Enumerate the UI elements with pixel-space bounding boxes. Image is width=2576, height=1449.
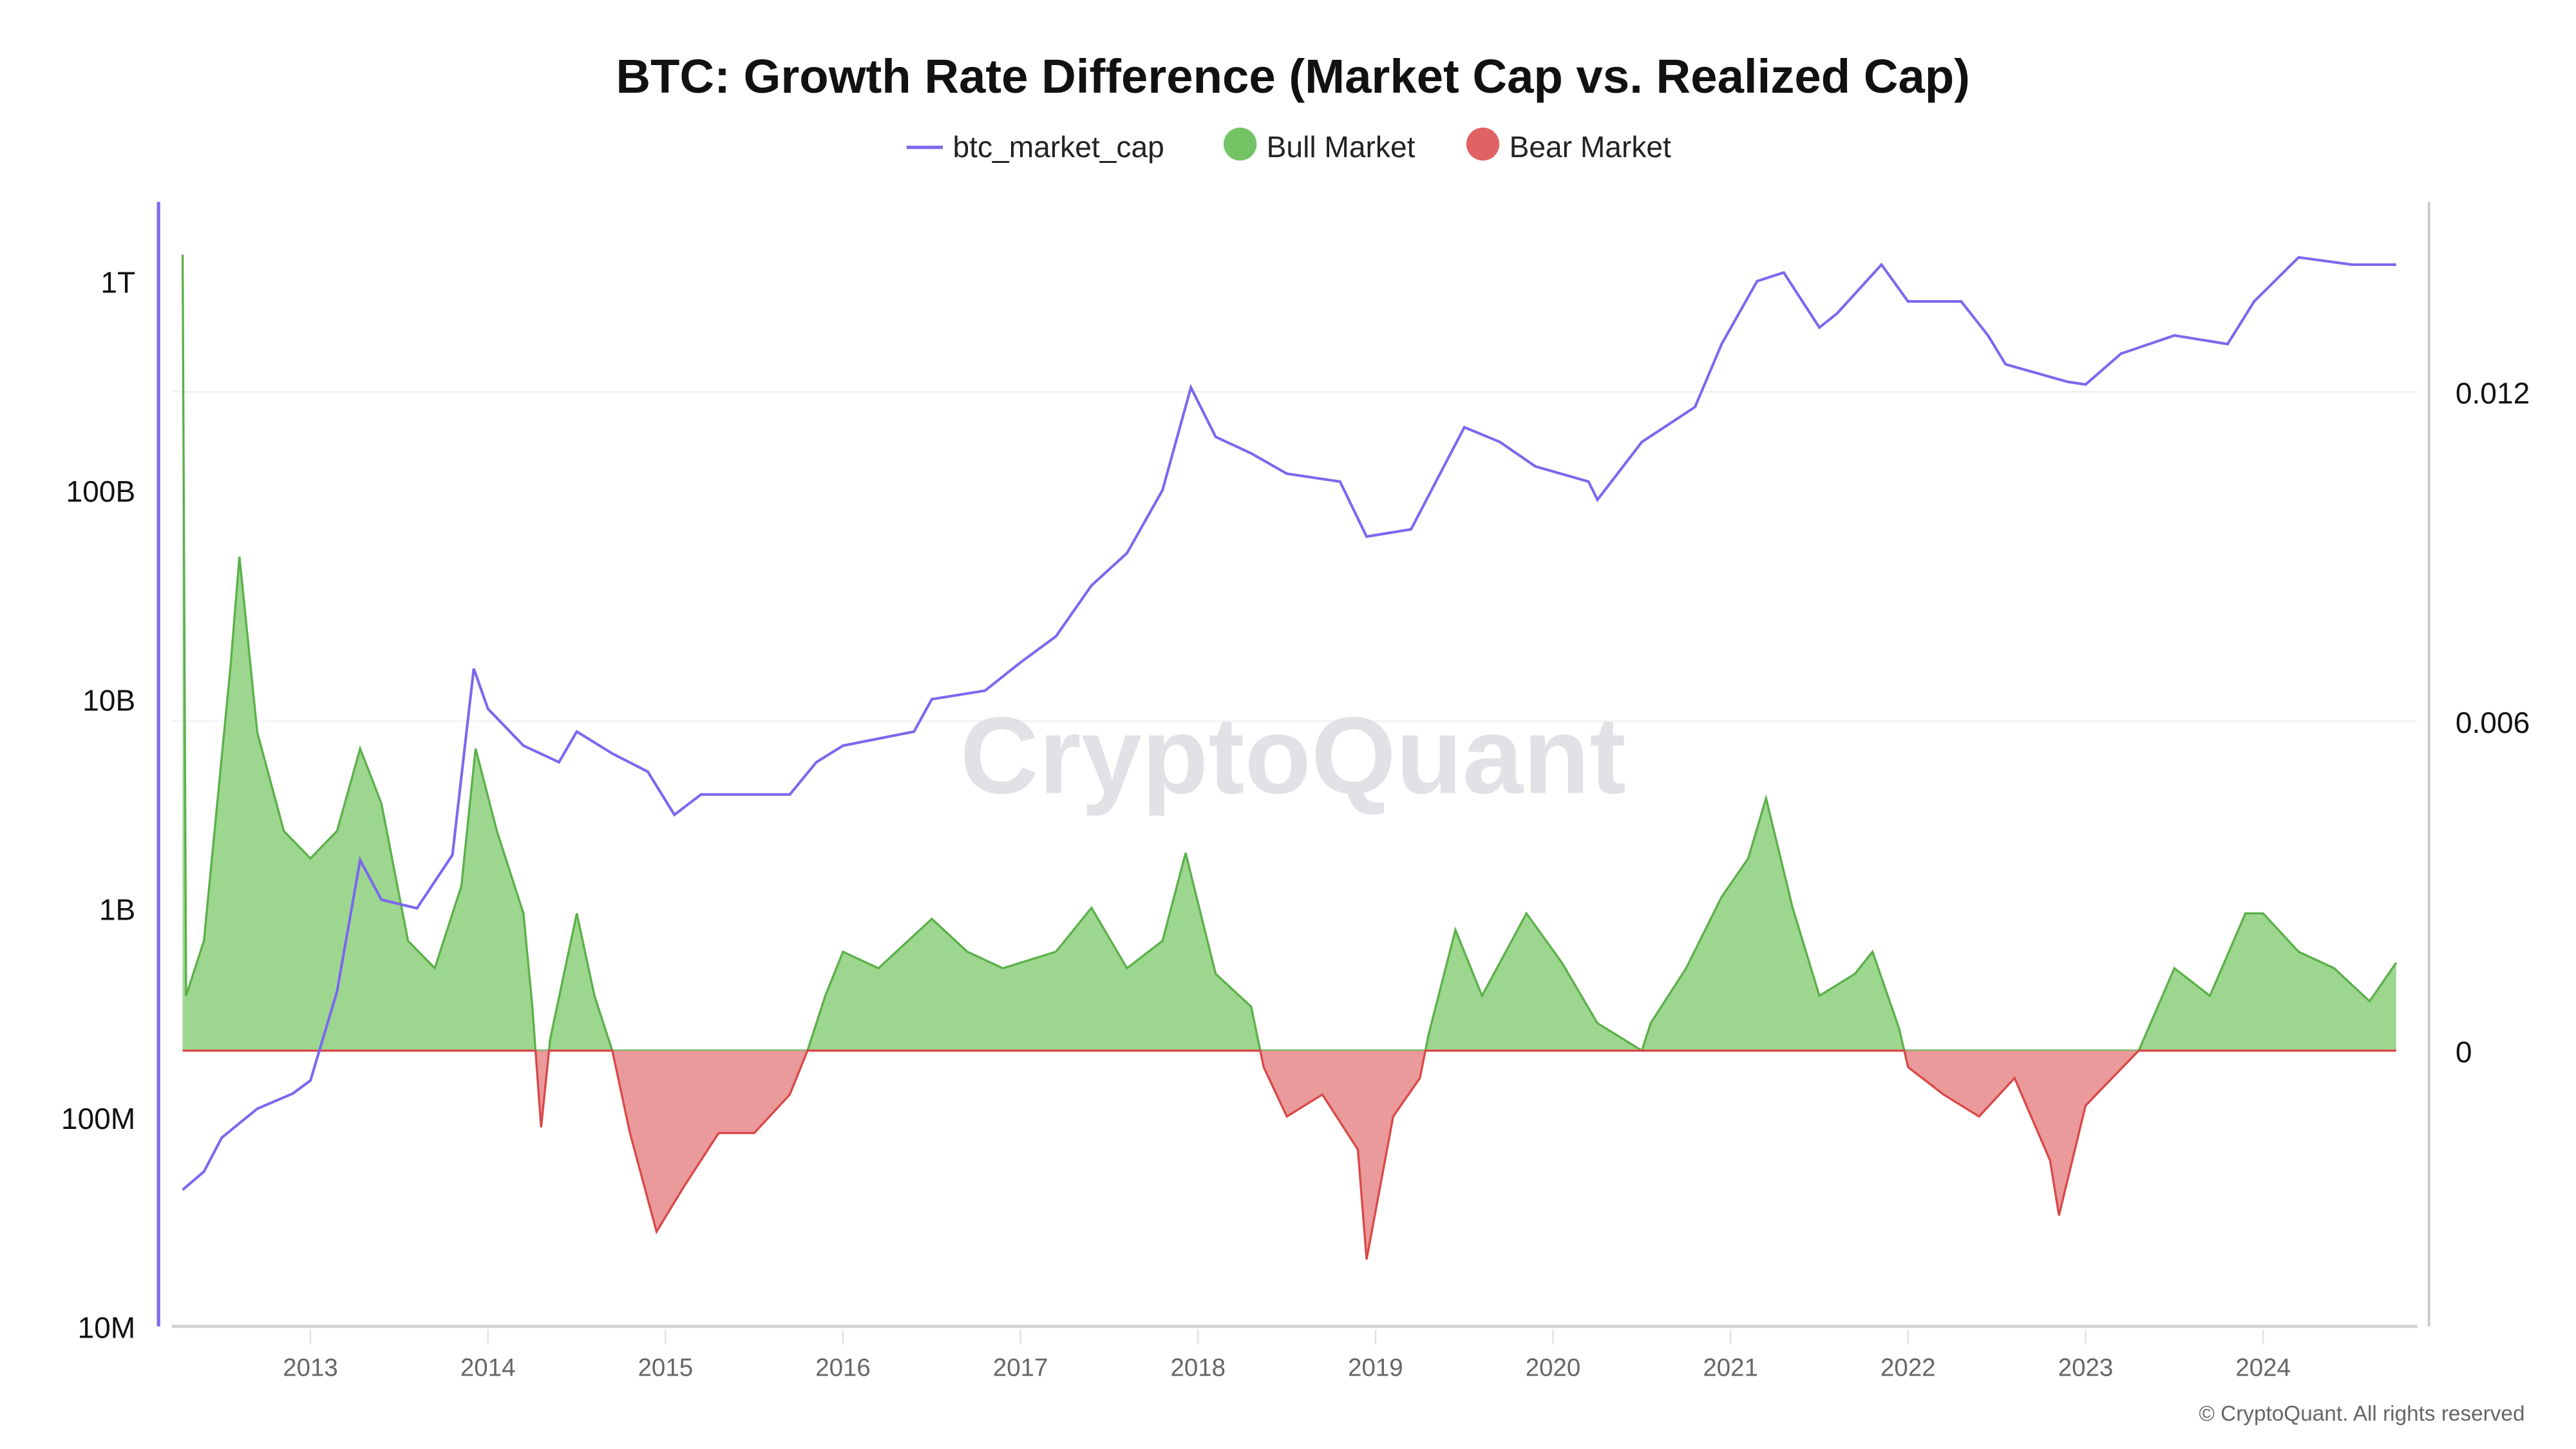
left-tick-label: 10B [82,684,135,717]
legend-label: Bull Market [1267,130,1416,164]
right-tick-label: 0.012 [2456,376,2530,410]
left-tick-label: 100M [61,1102,135,1135]
legend-label: Bear Market [1510,130,1671,164]
left-tick-label: 10M [77,1311,135,1345]
right-axis-ticks: 0.012 0.006 0 [2456,376,2530,1068]
x-tick-label: 2023 [2058,1354,2114,1382]
copyright: © CryptoQuant. All rights reserved [2199,1402,2524,1426]
legend-circle-icon [1466,128,1500,161]
x-tick-label: 2021 [1703,1354,1758,1382]
x-tick-label: 2013 [283,1354,338,1382]
watermark: CryptoQuant [960,694,1626,816]
legend-item-market-cap[interactable]: btc_market_cap [906,130,1164,164]
gridlines [171,391,2418,723]
right-tick-label: 0 [2456,1035,2472,1068]
x-tick-label: 2020 [1526,1354,1581,1382]
x-tick-label: 2014 [460,1354,516,1382]
left-axis-ticks: 1T 100B 10B 1B 100M 10M [61,265,135,1344]
bull-market-area [182,254,2396,1051]
left-tick-label: 1B [99,893,135,926]
market-cap-line [182,256,2396,1191]
right-tick-label: 0.006 [2456,706,2530,739]
x-tick-label: 2015 [638,1354,694,1382]
chart-title: BTC: Growth Rate Difference (Market Cap … [616,50,1970,103]
x-tick-label: 2017 [993,1354,1048,1382]
legend-label: btc_market_cap [952,130,1164,164]
x-tick-label: 2022 [1880,1354,1936,1382]
legend: btc_market_cap Bull Market Bear Market [906,128,1671,164]
left-tick-label: 1T [100,265,135,299]
left-tick-label: 100B [66,475,135,508]
bear-market-area [182,1050,2396,1260]
legend-item-bear-market[interactable]: Bear Market [1466,128,1671,164]
growth-rate-areas [181,254,2398,1260]
x-axis-ticks: 2013 2014 2015 2016 2017 2018 2019 2020 2021 2022… [283,1329,2291,1382]
x-tick-label: 2024 [2235,1354,2291,1382]
market-cap-series [182,256,2396,1191]
x-tick-label: 2018 [1170,1354,1226,1382]
x-tick-label: 2016 [815,1354,871,1382]
legend-circle-icon [1224,128,1257,161]
legend-item-bull-market[interactable]: Bull Market [1224,128,1416,164]
x-tick-label: 2019 [1348,1354,1403,1382]
bear-market-line [182,1049,2396,1260]
